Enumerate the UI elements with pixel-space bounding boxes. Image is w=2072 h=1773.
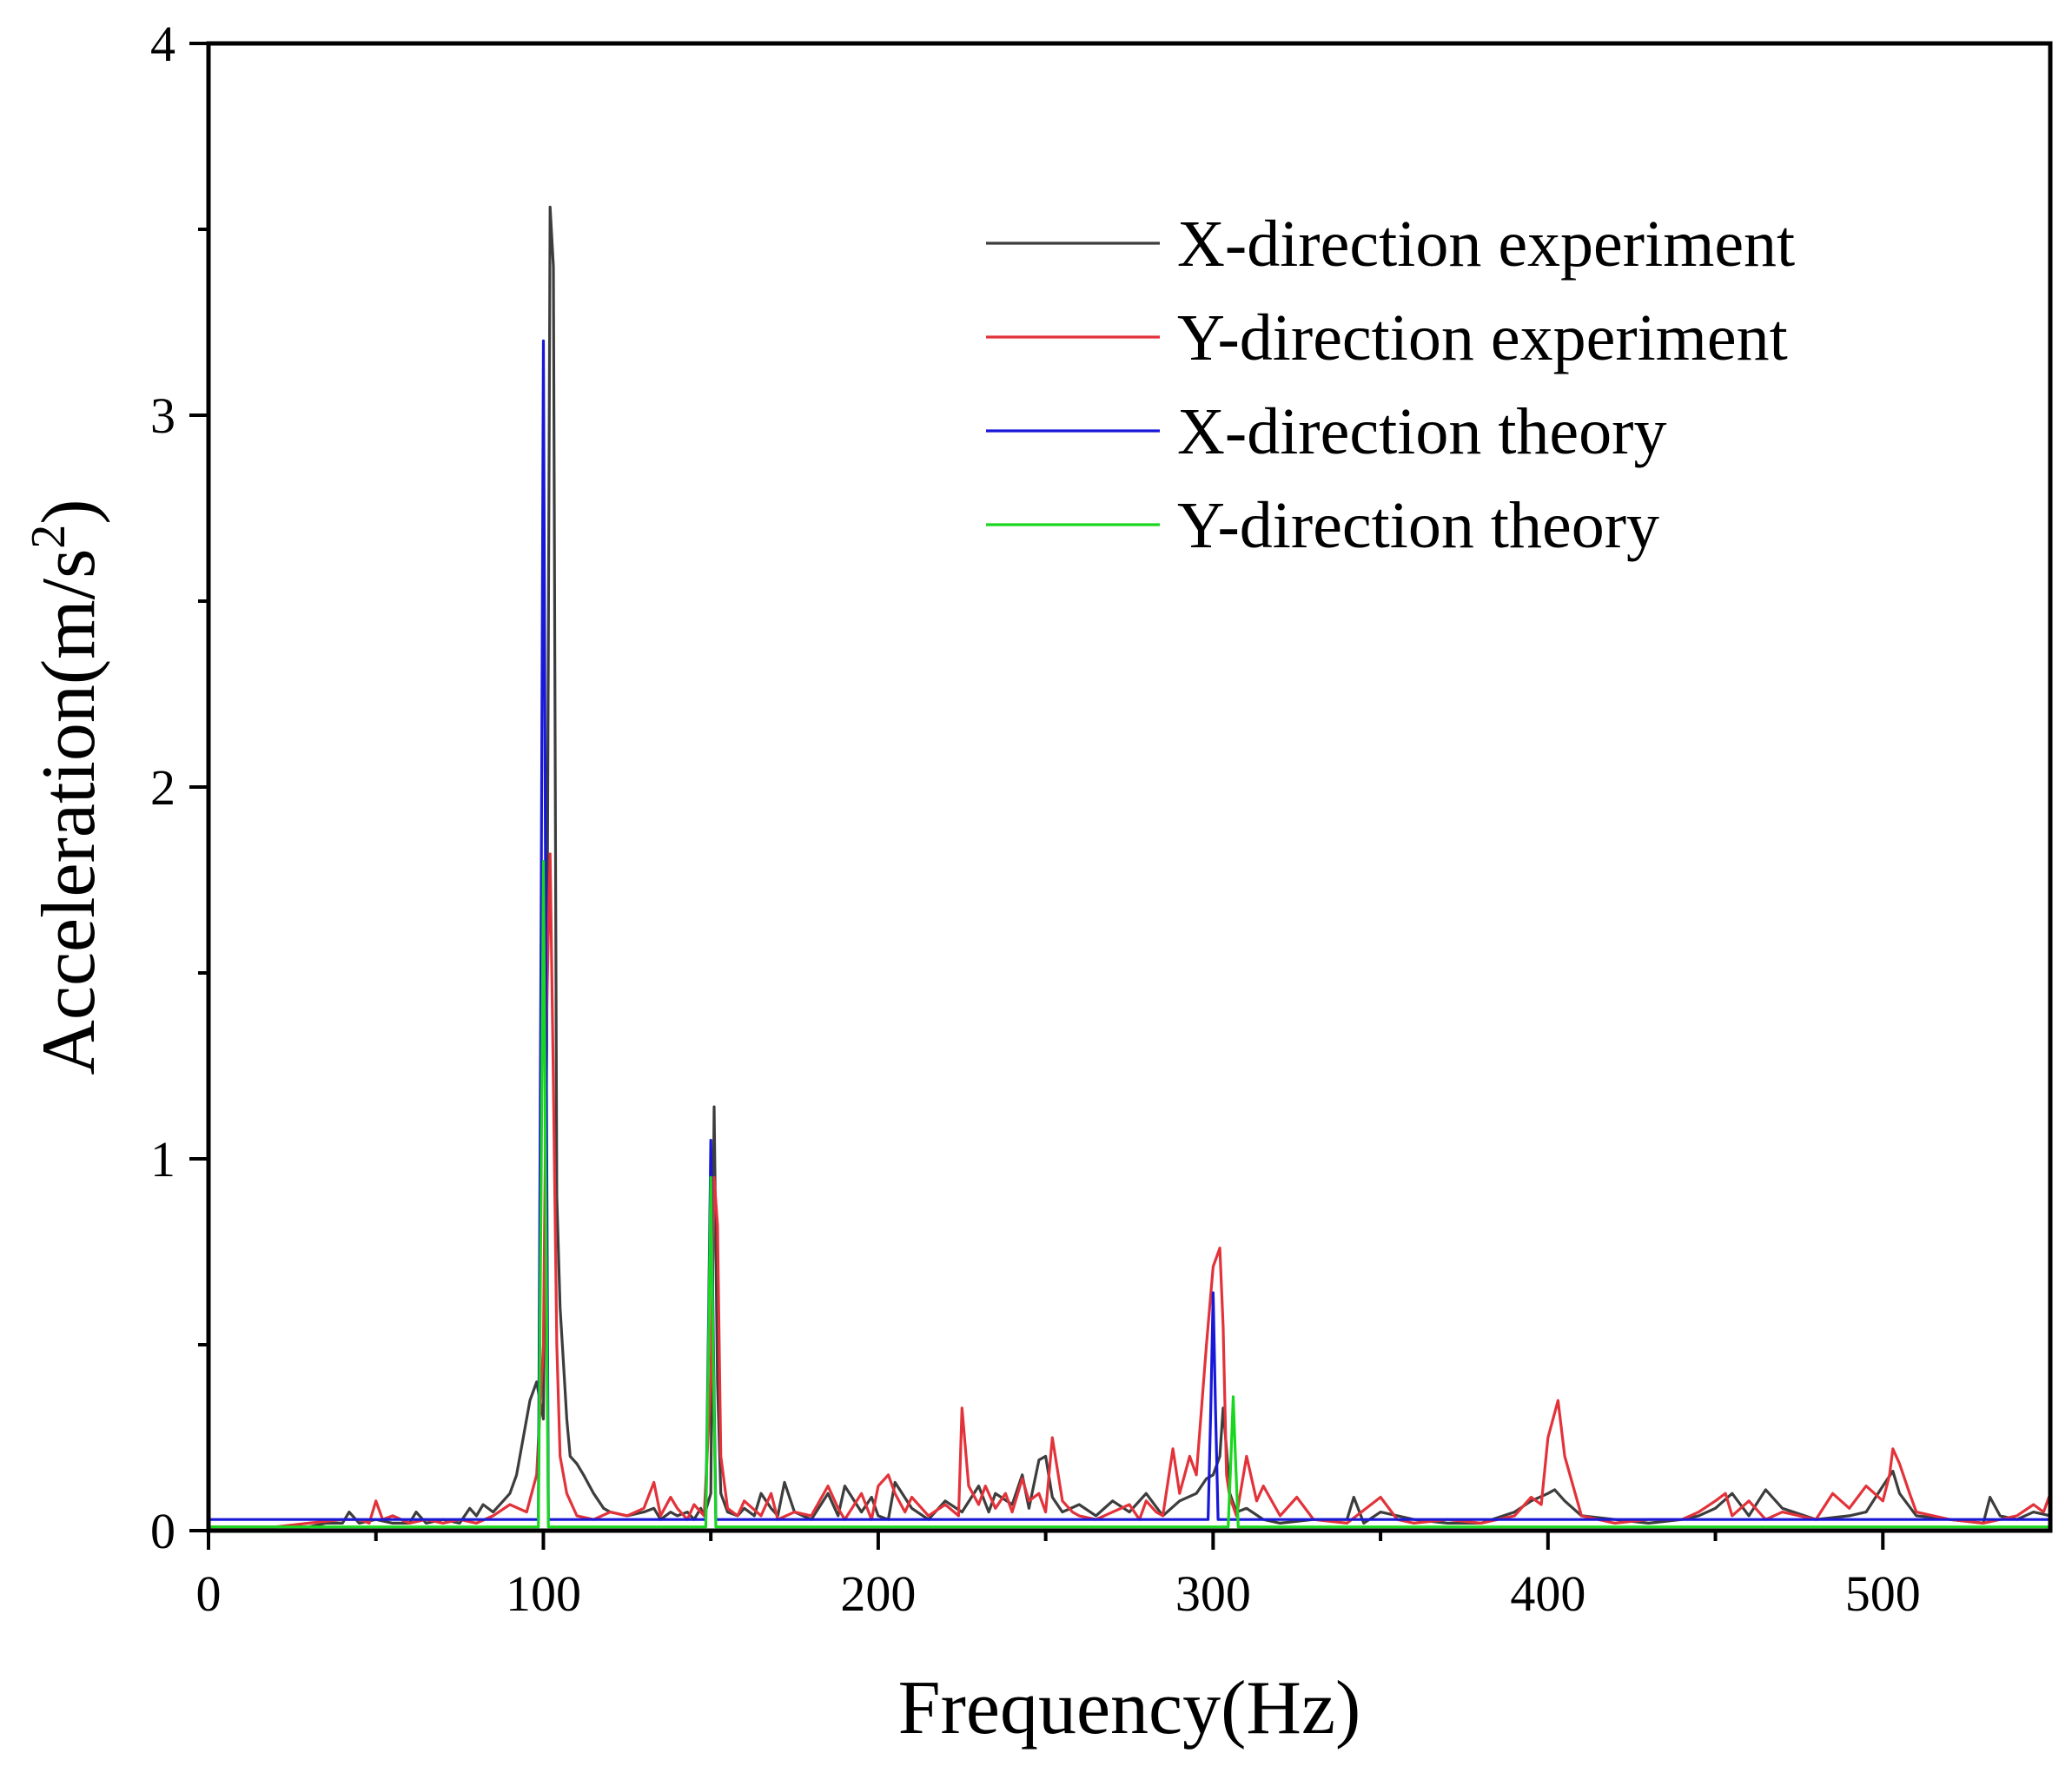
legend-label-3: X-direction theory bbox=[1177, 395, 1666, 468]
x-tick-label: 400 bbox=[1510, 1565, 1585, 1622]
y-tick-label: 4 bbox=[150, 16, 175, 72]
legend-label-4: Y-direction theory bbox=[1177, 489, 1659, 562]
y-axis-title: Acceleration(m/s2) bbox=[22, 499, 111, 1075]
series-line-3 bbox=[209, 339, 2050, 1521]
legend-label-2: Y-direction experiment bbox=[1177, 301, 1788, 374]
x-axis-title: Frequency(Hz) bbox=[898, 1666, 1361, 1750]
y-tick-label: 1 bbox=[150, 1131, 175, 1188]
legend: X-direction experiment Y-direction experi… bbox=[986, 208, 1795, 562]
x-tick-label: 100 bbox=[506, 1565, 581, 1622]
y-axis-title-superscript: 2 bbox=[22, 525, 76, 549]
y-tick-label: 2 bbox=[150, 759, 175, 816]
legend-label-1: X-direction experiment bbox=[1177, 208, 1795, 281]
y-tick-label: 3 bbox=[150, 387, 175, 444]
x-tick-label: 0 bbox=[196, 1565, 222, 1622]
series-layer bbox=[209, 205, 2052, 1529]
y-axis-title-close: ) bbox=[27, 499, 111, 524]
tick-layer: 0 100 200 300 400 500 0 1 2 3 4 bbox=[150, 16, 1921, 1622]
x-tick-label: 500 bbox=[1845, 1565, 1921, 1622]
y-axis-title-main: Acceleration(m/s bbox=[27, 549, 111, 1075]
x-tick-label: 200 bbox=[840, 1565, 916, 1622]
series-line-1 bbox=[209, 205, 2051, 1529]
series-line-4 bbox=[209, 859, 2050, 1529]
x-tick-label: 300 bbox=[1175, 1565, 1251, 1622]
y-tick-label: 0 bbox=[150, 1503, 175, 1559]
